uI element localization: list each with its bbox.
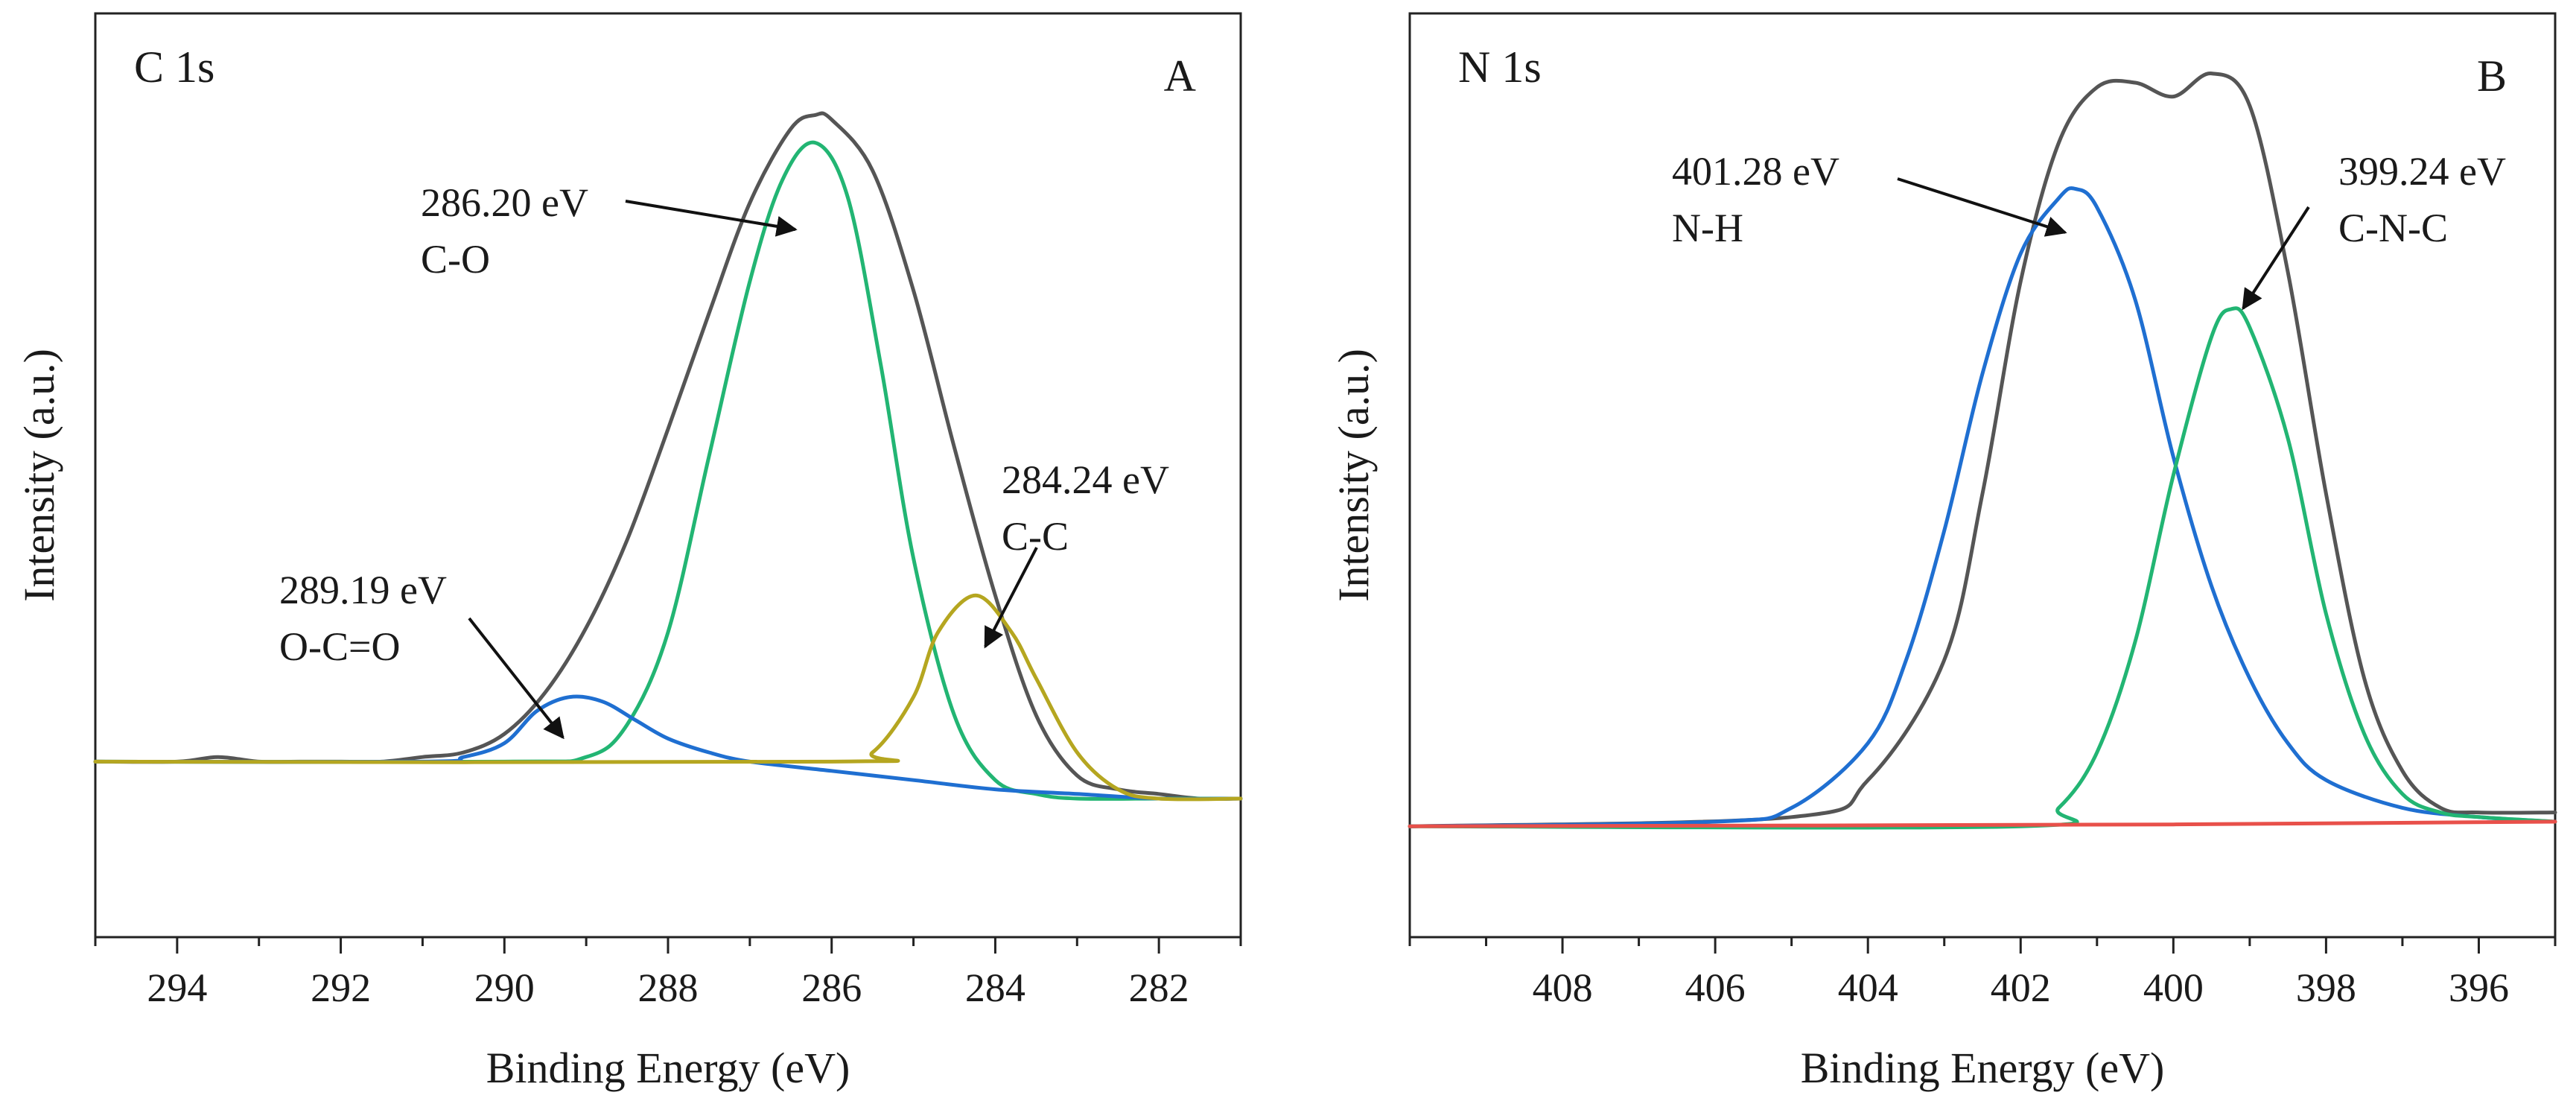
panel-b-series-0 (1408, 72, 2557, 828)
panel-a-tick-label: 288 (638, 965, 699, 1010)
panel-b-annotation-1-arrow (2242, 206, 2310, 311)
panel-a-curves (93, 111, 1243, 802)
panel-a-tick-label: 294 (147, 965, 207, 1010)
panel-b-tick-label: 404 (1838, 965, 1898, 1010)
panel-b-x-ticks: 408 406 404 402 400 398 396 (1408, 937, 2557, 1010)
panel-a-tick-label: 290 (474, 965, 535, 1010)
panel-a-x-ticks: 294 292 290 288 286 284 282 (94, 937, 1242, 1010)
panel-b-annotation-0-line-0: 401.28 eV (1672, 149, 1839, 194)
panel-b-title: N 1s (1458, 42, 1542, 92)
panel-a-series-0 (93, 111, 1243, 801)
panel-a-tick-label: 284 (965, 965, 1025, 1010)
panel-a-y-label: Intensity (a.u.) (15, 349, 63, 602)
panel-b-series-2 (1408, 306, 2557, 830)
panel-b-y-label: Intensity (a.u.) (1329, 349, 1378, 602)
panel-b-tick-label: 402 (1991, 965, 2051, 1010)
panel-a: 294 292 290 288 286 284 282 286.20 eV C-O 284.24… (15, 12, 1243, 1092)
panel-b-annotation-0-arrow (1897, 177, 2067, 237)
panel-b-tick-label: 398 (2296, 965, 2356, 1010)
panel-b-tick-label: 406 (1685, 965, 1746, 1010)
panel-a-annotation-2-arrow (468, 617, 565, 740)
panel-a-x-label: Binding Energy (eV) (486, 1044, 850, 1092)
panel-a-tick-label: 286 (801, 965, 862, 1010)
panel-a-tick-label: 282 (1129, 965, 1189, 1010)
panel-a-annotation-0-arrow (625, 200, 798, 237)
panel-b-frame (1408, 12, 2557, 939)
panel-b: 408 406 404 402 400 398 396 401.28 eV N-H 399.24… (1329, 12, 2557, 1092)
panel-a-series-3 (93, 593, 1243, 802)
panel-a-annotation-2-line-1: O-C=O (279, 624, 400, 669)
panel-a-series-2 (93, 694, 1243, 801)
panel-a-annotation-1-arrow (984, 547, 1038, 649)
panel-b-series-1 (1408, 186, 2557, 828)
panel-a-annotation-0-line-1: C-O (421, 237, 490, 282)
panel-b-letter: B (2477, 51, 2507, 101)
panel-b-x-label: Binding Energy (eV) (1801, 1044, 2165, 1092)
panel-b-tick-label: 400 (2143, 965, 2204, 1010)
panel-a-letter: A (1164, 51, 1196, 101)
panel-a-annotation-1-line-0: 284.24 eV (1002, 457, 1169, 502)
panel-a-annotation-2-line-0: 289.19 eV (279, 568, 447, 612)
panel-b-curves (1408, 72, 2557, 830)
panel-a-title: C 1s (134, 42, 214, 92)
panel-a-tick-label: 292 (311, 965, 371, 1010)
panel-a-annotation-0-line-0: 286.20 eV (421, 180, 588, 225)
panel-b-annotation-1-line-1: C-N-C (2338, 206, 2448, 250)
panel-b-annotation-0-line-1: N-H (1672, 206, 1743, 250)
panel-b-series-3 (1408, 819, 2557, 828)
panel-b-tick-label: 408 (1533, 965, 1593, 1010)
panel-b-annotation-1-line-0: 399.24 eV (2338, 149, 2506, 194)
panel-b-annotations: 401.28 eV N-H 399.24 eV C-N-C (1672, 149, 2506, 311)
panel-b-tick-label: 396 (2449, 965, 2509, 1010)
